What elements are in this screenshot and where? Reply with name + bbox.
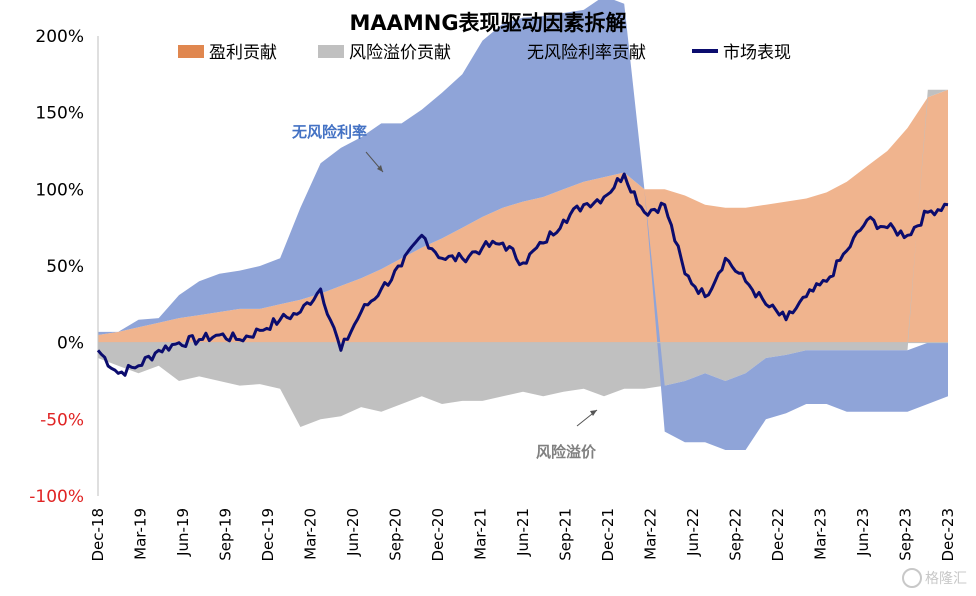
x-tick-label: Jun-23 <box>854 508 872 557</box>
x-tick-label: Mar-21 <box>472 508 490 560</box>
x-tick-label: Sep-20 <box>387 508 405 561</box>
x-tick-label: Dec-19 <box>259 508 277 562</box>
legend-market-label: 市场表现 <box>723 43 791 63</box>
market-line <box>96 172 949 377</box>
risk-premium-area <box>98 89 948 427</box>
x-tick-label: Mar-22 <box>642 508 660 560</box>
x-tick-label: Dec-18 <box>89 508 107 562</box>
y-tick-label: 200% <box>35 27 84 47</box>
x-tick-label: Jun-20 <box>344 508 362 557</box>
x-tick-label: Sep-21 <box>557 508 575 561</box>
watermark: 格隆汇 <box>902 568 967 588</box>
y-tick-label: 150% <box>35 104 84 124</box>
annotation-arrowhead-risk-free <box>377 165 383 172</box>
legend-risk-free-swatch <box>496 45 522 58</box>
legend-risk-premium-label: 风险溢价贡献 <box>349 43 451 63</box>
axes-layer: 200% 150% 100% 50% 0% -50% -100% Dec-18 Mar-19 Ju… <box>29 27 957 562</box>
x-tick-label: Dec-20 <box>429 508 447 562</box>
legend-earnings-swatch <box>178 45 204 58</box>
line-layer <box>96 172 949 377</box>
x-tick-label: Dec-23 <box>939 508 957 562</box>
y-tick-label: -100% <box>29 487 84 507</box>
y-tick-label: -50% <box>40 410 84 430</box>
x-tick-label: Jun-19 <box>174 508 192 557</box>
legend: 盈利贡献 风险溢价贡献 无风险利率贡献 市场表现 <box>178 43 791 63</box>
x-tick-label: Dec-22 <box>769 508 787 562</box>
x-tick-label: Sep-19 <box>217 508 235 561</box>
x-tick-label: Sep-22 <box>727 508 745 561</box>
x-tick-label: Mar-23 <box>812 508 830 560</box>
risk-free-area <box>98 0 948 450</box>
y-tick-label: 50% <box>46 257 84 277</box>
annotation-arrowhead-risk-premium <box>590 410 597 416</box>
y-tick-label: 0% <box>57 334 84 354</box>
watermark-logo-icon <box>902 568 922 588</box>
x-tick-label: Dec-21 <box>599 508 617 562</box>
annotation-risk-premium: 风险溢价 <box>536 443 597 461</box>
x-tick-label: Jun-21 <box>514 508 532 557</box>
x-tick-label: Jun-22 <box>684 508 702 557</box>
y-tick-label: 100% <box>35 180 84 200</box>
x-tick-label: Mar-19 <box>132 508 150 560</box>
watermark-text: 格隆汇 <box>925 571 967 587</box>
area-layer <box>98 0 948 450</box>
x-tick-label: Sep-23 <box>897 508 915 561</box>
earnings-area <box>98 89 948 343</box>
chart-title: MAAMNG表现驱动因素拆解 <box>349 11 626 35</box>
annotation-risk-free: 无风险利率 <box>291 123 367 141</box>
legend-risk-premium-swatch <box>318 45 344 58</box>
legend-earnings-label: 盈利贡献 <box>209 43 277 63</box>
x-tick-label: Mar-20 <box>302 508 320 560</box>
legend-risk-free-label: 无风险利率贡献 <box>527 43 646 63</box>
